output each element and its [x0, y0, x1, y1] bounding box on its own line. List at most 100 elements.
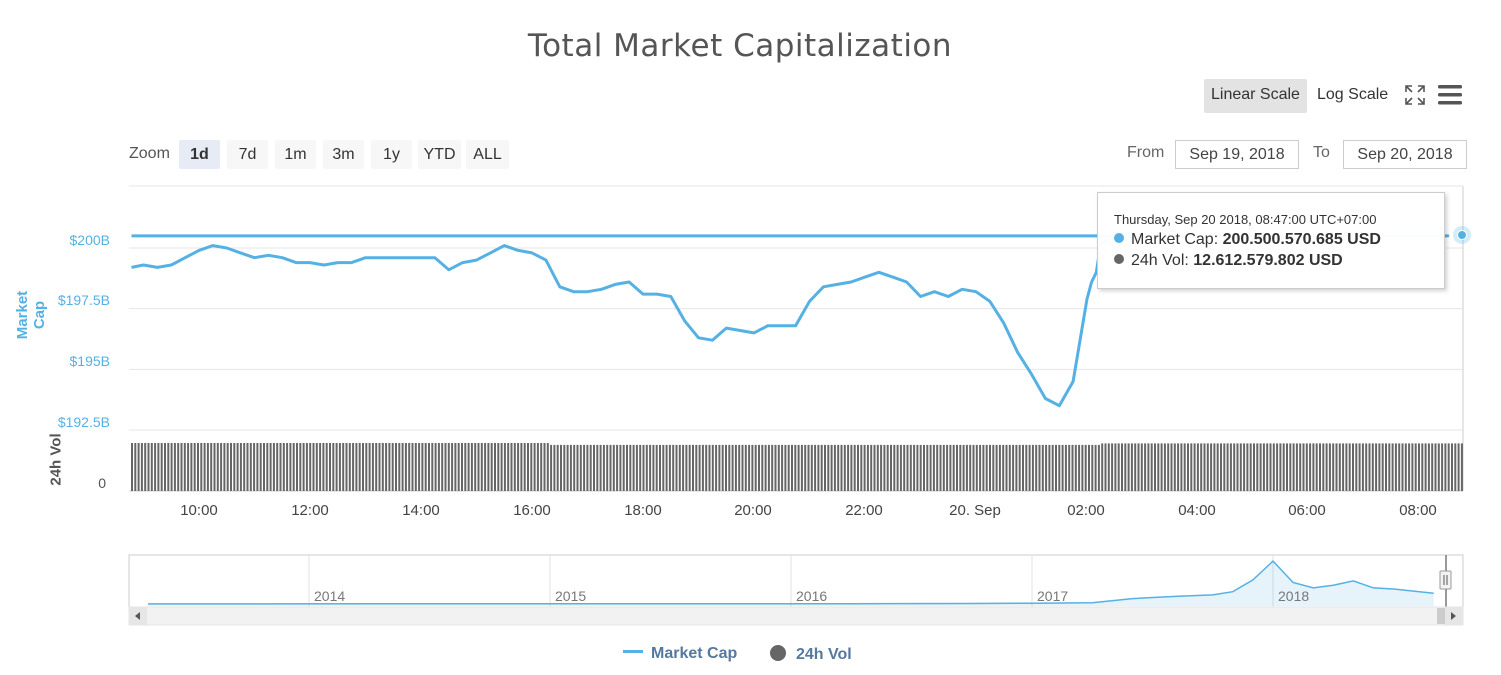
- volume-bar: [668, 444, 671, 491]
- chart-title: Total Market Capitalization: [527, 28, 953, 64]
- linear-scale-button[interactable]: Linear Scale: [1204, 79, 1307, 113]
- volume-bar: [1226, 443, 1229, 491]
- volume-bar: [1404, 443, 1407, 491]
- volume-bar: [1256, 443, 1259, 491]
- volume-bar: [177, 443, 180, 491]
- volume-bar: [906, 444, 909, 491]
- volume-bar: [890, 444, 892, 491]
- y-tick-label: $195B: [69, 353, 110, 369]
- menu-icon[interactable]: [1438, 84, 1462, 111]
- volume-bar: [263, 443, 265, 491]
- volume-bar: [371, 443, 374, 491]
- volume-bar: [682, 444, 685, 491]
- volume-bar: [566, 444, 569, 491]
- volume-bar: [1048, 444, 1051, 491]
- volume-bar: [131, 443, 133, 491]
- volume-bar: [579, 444, 582, 491]
- volume-bar: [1460, 443, 1463, 491]
- volume-bar: [1279, 443, 1282, 491]
- volume-bar: [1328, 443, 1331, 491]
- volume-bar: [880, 444, 883, 491]
- volume-bar: [1391, 443, 1394, 491]
- volume-bar: [157, 443, 160, 491]
- volume-bar: [414, 443, 417, 491]
- zoom-button-1m[interactable]: 1m: [275, 140, 316, 169]
- volume-bar: [1190, 443, 1193, 491]
- volume-bar: [335, 443, 338, 491]
- volume-bar: [1441, 443, 1444, 491]
- volume-bar: [299, 443, 302, 491]
- hover-point: [1457, 230, 1467, 240]
- volume-bar: [1371, 443, 1374, 491]
- volume-bar: [388, 443, 391, 491]
- volume-bar: [1127, 443, 1130, 491]
- zoom-button-1y[interactable]: 1y: [371, 140, 412, 169]
- volume-bar: [1091, 444, 1094, 491]
- from-date-input[interactable]: Sep 19, 2018: [1175, 140, 1299, 169]
- x-tick-label: 06:00: [1288, 502, 1326, 519]
- volume-bar: [477, 443, 480, 491]
- volume-bar: [140, 443, 143, 491]
- volume-bar: [408, 443, 411, 491]
- volume-bar: [203, 443, 206, 491]
- volume-bar: [1216, 443, 1219, 491]
- volume-bar: [451, 443, 454, 491]
- volume-bar: [180, 443, 183, 491]
- volume-bar: [1130, 443, 1133, 491]
- volume-bar: [1286, 443, 1288, 491]
- volume-bar: [309, 443, 312, 491]
- zoom-button-1d[interactable]: 1d: [179, 140, 220, 169]
- market-cap-line: [131, 234, 1450, 408]
- volume-bar: [461, 443, 463, 491]
- navigator-handle: [1439, 570, 1452, 590]
- volume-bar: [715, 444, 718, 491]
- volume-bar: [1243, 443, 1246, 491]
- zoom-button-7d[interactable]: 7d: [227, 140, 268, 169]
- x-tick-label: 20:00: [734, 502, 772, 519]
- volume-bar: [259, 443, 262, 491]
- fullscreen-icon[interactable]: [1404, 84, 1426, 111]
- volume-bar: [1081, 444, 1084, 491]
- volume-bar: [345, 443, 348, 491]
- volume-bar: [401, 443, 404, 491]
- volume-bar: [1398, 443, 1401, 491]
- volume-bar: [1124, 443, 1127, 491]
- volume-bar: [989, 444, 991, 491]
- volume-bar: [497, 443, 500, 491]
- log-scale-button[interactable]: Log Scale: [1317, 86, 1389, 103]
- volume-bar: [1061, 444, 1064, 491]
- volume-bar: [863, 444, 866, 491]
- volume-bar: [698, 444, 701, 491]
- scroll-left-icon: [135, 612, 140, 620]
- volume-bar: [256, 443, 259, 491]
- legend-market-cap[interactable]: Market Cap: [623, 645, 737, 663]
- volume-bar: [286, 443, 289, 491]
- legend-volume[interactable]: 24h Vol: [770, 645, 852, 664]
- volume-bar: [992, 444, 995, 491]
- volume-bar: [362, 443, 364, 491]
- volume-bar: [569, 444, 572, 491]
- data-tooltip: Thursday, Sep 20 2018, 08:47:00 UTC+07:0…: [1097, 192, 1445, 289]
- volume-bar: [626, 444, 628, 491]
- volume-bar: [1418, 443, 1420, 491]
- volume-bar: [662, 444, 665, 491]
- volume-bar: [738, 444, 741, 491]
- volume-bar: [457, 443, 460, 491]
- volume-bar: [659, 444, 661, 491]
- zoom-button-ytd[interactable]: YTD: [418, 140, 461, 169]
- volume-bar: [358, 443, 361, 491]
- volume-bar: [1431, 443, 1434, 491]
- volume-bar: [969, 444, 972, 491]
- volume-bar: [1427, 443, 1430, 491]
- volume-bar: [329, 443, 331, 491]
- zoom-button-3m[interactable]: 3m: [323, 140, 364, 169]
- zoom-button-all[interactable]: ALL: [466, 140, 509, 169]
- volume-bar: [1325, 443, 1328, 491]
- volume-bar: [1378, 443, 1381, 491]
- volume-bar: [1401, 443, 1404, 491]
- volume-bar: [1173, 443, 1176, 491]
- line-legend-icon: [623, 650, 643, 653]
- volume-bar: [576, 444, 579, 491]
- to-date-input[interactable]: Sep 20, 2018: [1343, 140, 1467, 169]
